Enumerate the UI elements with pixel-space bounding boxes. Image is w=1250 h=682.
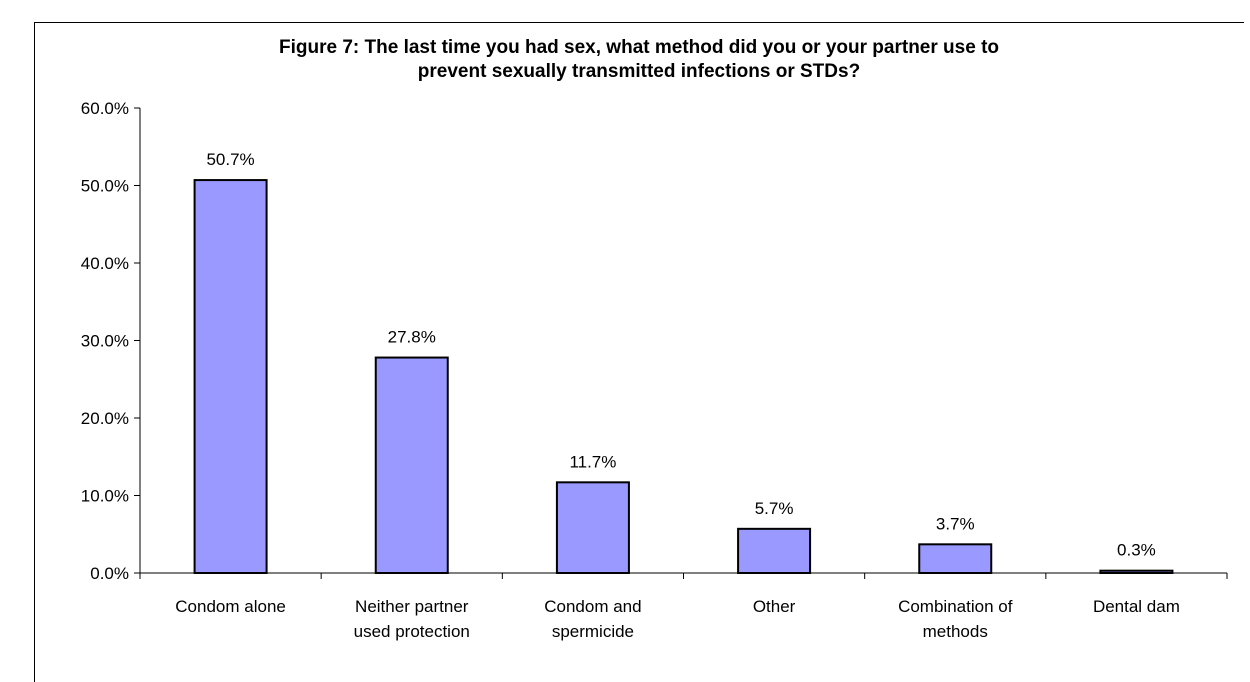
data-label: 27.8% — [388, 328, 436, 347]
y-tick-labels: 0.0% 10.0% 20.0% 30.0% 40.0% 50.0% 60.0% — [81, 99, 129, 583]
x-tick-label: Condom alone — [175, 597, 286, 616]
bar — [1099, 569, 1174, 574]
y-tick-label: 20.0% — [81, 409, 129, 428]
chart-title: Figure 7: The last time you had sex, wha… — [34, 36, 1244, 84]
y-tick-label: 40.0% — [81, 254, 129, 273]
data-label: 11.7% — [569, 452, 616, 471]
y-tick-label: 0.0% — [90, 564, 129, 583]
x-tick-label: used protection — [354, 622, 470, 641]
chart-title-line-1: Figure 7: The last time you had sex, wha… — [279, 37, 999, 58]
axes — [134, 107, 1228, 579]
bars — [193, 179, 1174, 575]
bar — [193, 179, 268, 574]
y-tick-label: 30.0% — [81, 332, 129, 351]
data-labels: 50.7% 27.8% 11.7% 5.7% 3.7% 0.3% — [206, 150, 1155, 560]
chart-frame — [34, 22, 1244, 682]
data-label: 50.7% — [206, 150, 254, 169]
x-tick-label: Condom and — [544, 597, 641, 616]
x-tick-label: methods — [923, 622, 988, 641]
chart-title-line-2: prevent sexually transmitted infections … — [417, 61, 861, 82]
x-tick-label: Combination of — [898, 597, 1013, 616]
bar — [374, 356, 449, 574]
x-tick-label: Neither partner — [355, 597, 469, 616]
data-label: 3.7% — [936, 514, 975, 533]
y-tick-label: 50.0% — [81, 177, 129, 196]
x-tick-labels: Condom alone Neither partner used protecti… — [175, 597, 1180, 641]
x-tick-label: Dental dam — [1093, 597, 1180, 616]
y-tick-label: 10.0% — [81, 487, 129, 506]
y-tick-label: 60.0% — [81, 99, 129, 118]
data-label: 5.7% — [755, 499, 794, 518]
x-tick-label: Other — [753, 597, 796, 616]
data-label: 0.3% — [1117, 541, 1156, 560]
x-tick-label: spermicide — [552, 622, 634, 641]
bar — [918, 543, 993, 575]
bar — [555, 481, 630, 575]
bar — [737, 527, 812, 575]
